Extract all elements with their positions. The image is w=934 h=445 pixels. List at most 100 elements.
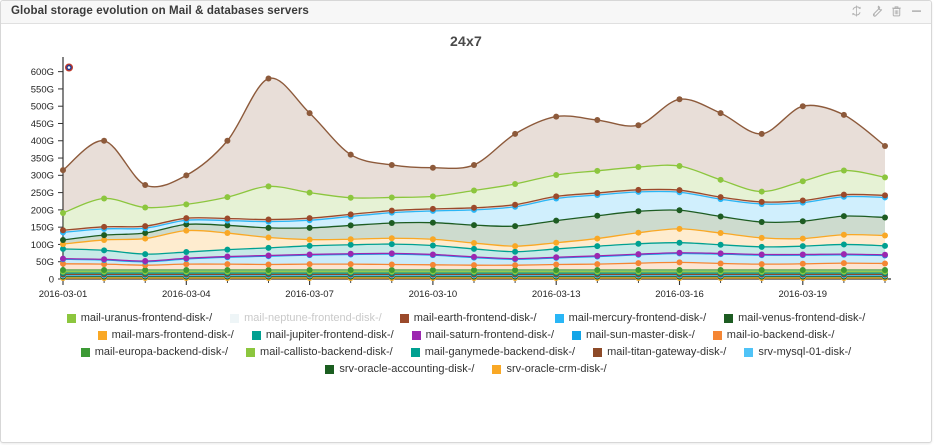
y-tick-label: 600G [31,67,54,78]
wrench-icon[interactable] [870,4,883,18]
plot-area[interactable]: 0 50G 100G 150G 200G 250G 300G 350G 400G 450G 500G… [1,49,933,307]
series-point [183,201,190,208]
series-point [347,211,354,218]
series-point [512,248,519,255]
x-tick-label: 2016-03-10 [409,289,458,300]
legend-label: mail-europa-backend-disk-/ [94,346,229,358]
total-point [717,110,724,117]
legend-label: mail-mars-frontend-disk-/ [111,329,234,341]
refresh-icon[interactable] [850,4,863,18]
series-point [265,267,272,274]
series-point [142,251,149,258]
legend-item-mail-europa-backend-disk[interactable]: mail-europa-backend-disk-/ [80,345,229,360]
series-point [512,180,519,187]
legend-swatch [251,331,261,340]
series-point [142,230,149,237]
series-point [306,236,313,243]
legend-item-mail-sun-master-disk[interactable]: mail-sun-master-disk-/ [572,328,695,343]
y-tick-label: 100G [31,240,54,251]
legend-label: mail-titan-gateway-disk-/ [607,346,727,358]
series-point [60,245,66,252]
y-tick-label: 0 [49,274,54,285]
legend-item-mail-mercury-frontend-disk[interactable]: mail-mercury-frontend-disk-/ [554,311,706,326]
series-point [553,171,560,178]
series-point [758,198,765,205]
series-point [840,260,847,267]
series-point [101,256,108,263]
legend-label: mail-uranus-frontend-disk-/ [80,312,213,324]
series-point [347,236,354,243]
y-tick-label: 500G [31,102,54,113]
series-point [60,241,66,248]
series-point [388,235,395,242]
series-point [183,249,190,256]
legend-label: mail-io-backend-disk-/ [726,329,835,341]
legend-item-srv-oracle-accounting-disk[interactable]: srv-oracle-accounting-disk-/ [325,362,474,377]
series-point [471,267,477,274]
series-point [347,267,354,274]
series-point [101,267,108,274]
series-point [183,227,190,234]
series-point [635,229,642,236]
legend-swatch [572,331,581,340]
total-point [429,164,436,171]
series-point [224,246,231,253]
series-point [676,162,683,169]
series-point [635,251,642,258]
legend-item-srv-oracle-crm-disk[interactable]: srv-oracle-crm-disk-/ [492,362,607,377]
series-point [799,197,806,204]
series-point [471,253,477,260]
series-point [882,174,888,181]
series-point [799,235,806,242]
legend-item-mail-uranus-frontend-disk[interactable]: mail-uranus-frontend-disk-/ [66,311,213,326]
legend-item-mail-ganymede-backend-disk[interactable]: mail-ganymede-backend-disk-/ [410,345,575,360]
series-point [306,215,313,222]
legend-item-mail-io-backend-disk[interactable]: mail-io-backend-disk-/ [712,328,835,343]
series-point [676,249,683,256]
legend-label: mail-saturn-frontend-disk-/ [425,329,554,341]
legend-item-mail-earth-frontend-disk[interactable]: mail-earth-frontend-disk-/ [399,311,537,326]
minimize-icon[interactable] [910,4,923,18]
legend-item-mail-jupiter-frontend-disk[interactable]: mail-jupiter-frontend-disk-/ [251,328,394,343]
series-point [101,247,108,254]
series-point [429,236,436,243]
legend-item-mail-neptune-frontend-disk[interactable]: mail-neptune-frontend-disk-/ [230,311,382,326]
series-point [512,201,519,208]
series-point [676,267,683,274]
total-point [512,130,519,137]
series-point [429,251,436,258]
y-tick-label: 350G [31,153,54,164]
series-point [594,243,601,250]
total-point [840,111,847,118]
series-point [512,223,519,230]
series-point [553,217,560,224]
series-point [183,215,190,222]
series-point [882,267,888,274]
series-point [265,252,272,259]
trash-icon[interactable] [890,4,903,18]
legend-swatch [246,348,256,357]
legend-item-mail-venus-frontend-disk[interactable]: mail-venus-frontend-disk-/ [724,311,865,326]
series-point [635,186,642,193]
series-point [758,243,765,250]
legend-swatch [399,314,409,323]
series-point [717,213,724,220]
series-point [224,215,231,222]
series-point [224,267,231,274]
legend-item-srv-mysql-01-disk[interactable]: srv-mysql-01-disk-/ [744,345,851,360]
series-point [471,240,477,247]
legend-label: mail-neptune-frontend-disk-/ [244,312,382,324]
legend-item-mail-mars-frontend-disk[interactable]: mail-mars-frontend-disk-/ [97,328,234,343]
legend-item-mail-titan-gateway-disk[interactable]: mail-titan-gateway-disk-/ [593,345,726,360]
legend-item-mail-saturn-frontend-disk[interactable]: mail-saturn-frontend-disk-/ [411,328,554,343]
series-point [471,222,477,229]
series-point [882,214,888,221]
series-point [388,220,395,227]
series-point [717,194,724,201]
series-point [60,260,66,267]
series-point [429,205,436,212]
legend-label: srv-oracle-accounting-disk-/ [339,363,475,375]
series-point [142,223,149,230]
series-point [60,255,66,262]
legend-item-mail-callisto-backend-disk[interactable]: mail-callisto-backend-disk-/ [246,345,393,360]
